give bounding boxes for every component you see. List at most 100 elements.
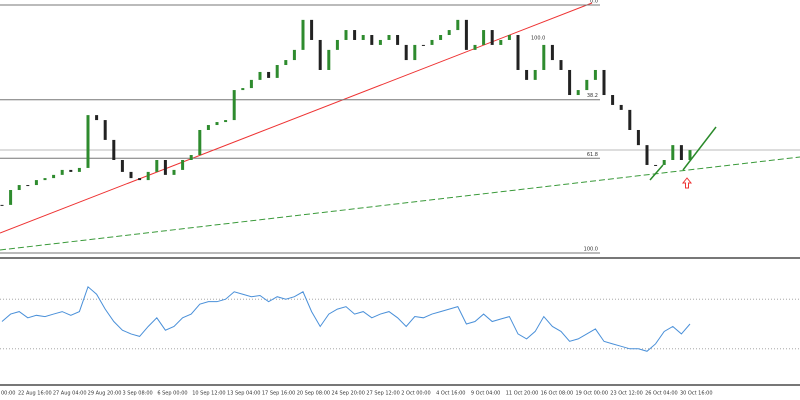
candle	[241, 88, 245, 91]
candle	[593, 69, 597, 80]
candle	[43, 178, 47, 181]
x-tick-label: 20 Sep 08:00	[297, 391, 330, 397]
candle	[146, 171, 150, 181]
candle	[370, 35, 374, 45]
candle	[413, 44, 417, 61]
candle	[0, 204, 4, 206]
candle	[163, 160, 167, 175]
candle	[310, 19, 314, 40]
candle	[34, 180, 38, 186]
candle	[404, 44, 408, 61]
fib-label: 38.2	[587, 93, 598, 99]
x-tick-label: 10 Sep 12:00	[192, 391, 225, 397]
candle	[86, 115, 90, 168]
candle	[206, 125, 210, 130]
candle	[576, 90, 580, 96]
candle	[318, 39, 322, 70]
candle	[619, 104, 623, 110]
candle	[628, 109, 632, 130]
candle	[507, 35, 511, 40]
candle	[275, 65, 279, 78]
candle	[439, 35, 443, 40]
candle	[611, 95, 615, 105]
x-tick-label: 2 Oct 00:00	[401, 391, 430, 397]
trend-line	[649, 164, 664, 181]
candle	[430, 39, 434, 45]
candle	[301, 19, 305, 50]
fib-label: 61.8	[587, 152, 598, 158]
candle	[662, 160, 666, 165]
arrow	[681, 177, 693, 189]
x-tick-label: 3 Sep 08:00	[123, 391, 153, 397]
candle	[464, 19, 468, 50]
candle	[103, 120, 107, 140]
candle	[533, 69, 537, 80]
x-tick-label: 11 Oct 20:00	[506, 391, 539, 397]
fib-label: 100.0	[584, 247, 598, 253]
x-tick-label: 9 Oct 04:00	[471, 391, 500, 397]
trend-line	[0, 156, 800, 251]
x-tick-label: 30 Oct 16:00	[680, 391, 713, 397]
candle	[378, 39, 382, 45]
candle	[559, 60, 563, 70]
candle	[516, 35, 520, 70]
candle	[335, 39, 339, 50]
candle	[550, 44, 554, 61]
candle	[396, 35, 400, 45]
candle	[181, 160, 185, 170]
candle	[353, 30, 357, 40]
x-tick-label: 27 Sep 12:00	[366, 391, 399, 397]
candle	[344, 30, 348, 40]
candle	[499, 39, 503, 45]
candle	[189, 155, 193, 160]
candle	[568, 69, 572, 96]
candle	[447, 30, 451, 36]
candle	[636, 129, 640, 146]
candle	[387, 35, 391, 40]
candle	[284, 60, 288, 66]
candle	[77, 167, 81, 172]
candle	[327, 49, 331, 70]
candle	[258, 71, 262, 80]
candle	[155, 160, 159, 172]
x-tick-label: 22 Aug 16:00	[18, 391, 52, 397]
x-tick-label: 23 Oct 12:00	[610, 391, 643, 397]
candle	[138, 178, 142, 181]
candle	[224, 120, 228, 123]
candle	[671, 145, 675, 160]
candle	[69, 169, 73, 172]
candle	[361, 35, 365, 40]
fib-label: 0.0	[590, 0, 598, 5]
x-tick-label: 6 Sep 00:00	[157, 391, 187, 397]
candle	[602, 69, 606, 96]
oscillator-line	[1, 285, 691, 352]
annotation: 100.0	[531, 36, 545, 42]
candle	[688, 150, 692, 160]
x-tick-label: 4 Oct 16:00	[436, 391, 465, 397]
candle	[60, 169, 64, 175]
candle	[95, 115, 99, 121]
candle	[17, 185, 21, 191]
candle	[112, 139, 116, 160]
candle	[482, 30, 486, 45]
x-tick-label: 17 Sep 16:00	[262, 391, 295, 397]
candle	[249, 79, 253, 89]
x-tick-label: 16 Oct 08:00	[541, 391, 574, 397]
x-tick-label: 19 Oct 00:00	[575, 391, 608, 397]
x-tick-label: 26 Oct 04:00	[645, 391, 678, 397]
x-tick-label: 24 Sep 20:00	[332, 391, 365, 397]
x-tick-label: 29 Aug 20:00	[88, 391, 122, 397]
candle	[129, 171, 133, 179]
candle	[645, 145, 649, 165]
candle	[232, 90, 236, 121]
candle	[654, 164, 658, 166]
candle	[421, 44, 425, 46]
candle	[52, 174, 56, 179]
candle	[525, 69, 529, 80]
candle	[585, 79, 589, 91]
candle	[473, 44, 477, 50]
candle	[542, 44, 546, 70]
candle	[26, 185, 30, 187]
candle	[490, 30, 494, 45]
